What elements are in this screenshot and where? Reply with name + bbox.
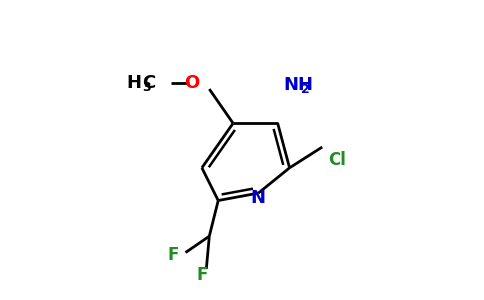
Text: F: F — [196, 266, 208, 284]
Text: H: H — [126, 74, 141, 92]
Text: O: O — [184, 74, 199, 92]
Text: F: F — [168, 246, 180, 264]
Text: N: N — [251, 189, 266, 207]
Text: 3: 3 — [142, 81, 151, 94]
Text: Cl: Cl — [328, 152, 346, 169]
Text: NH: NH — [284, 76, 314, 94]
Text: 2: 2 — [302, 82, 310, 96]
Text: C: C — [142, 74, 155, 92]
